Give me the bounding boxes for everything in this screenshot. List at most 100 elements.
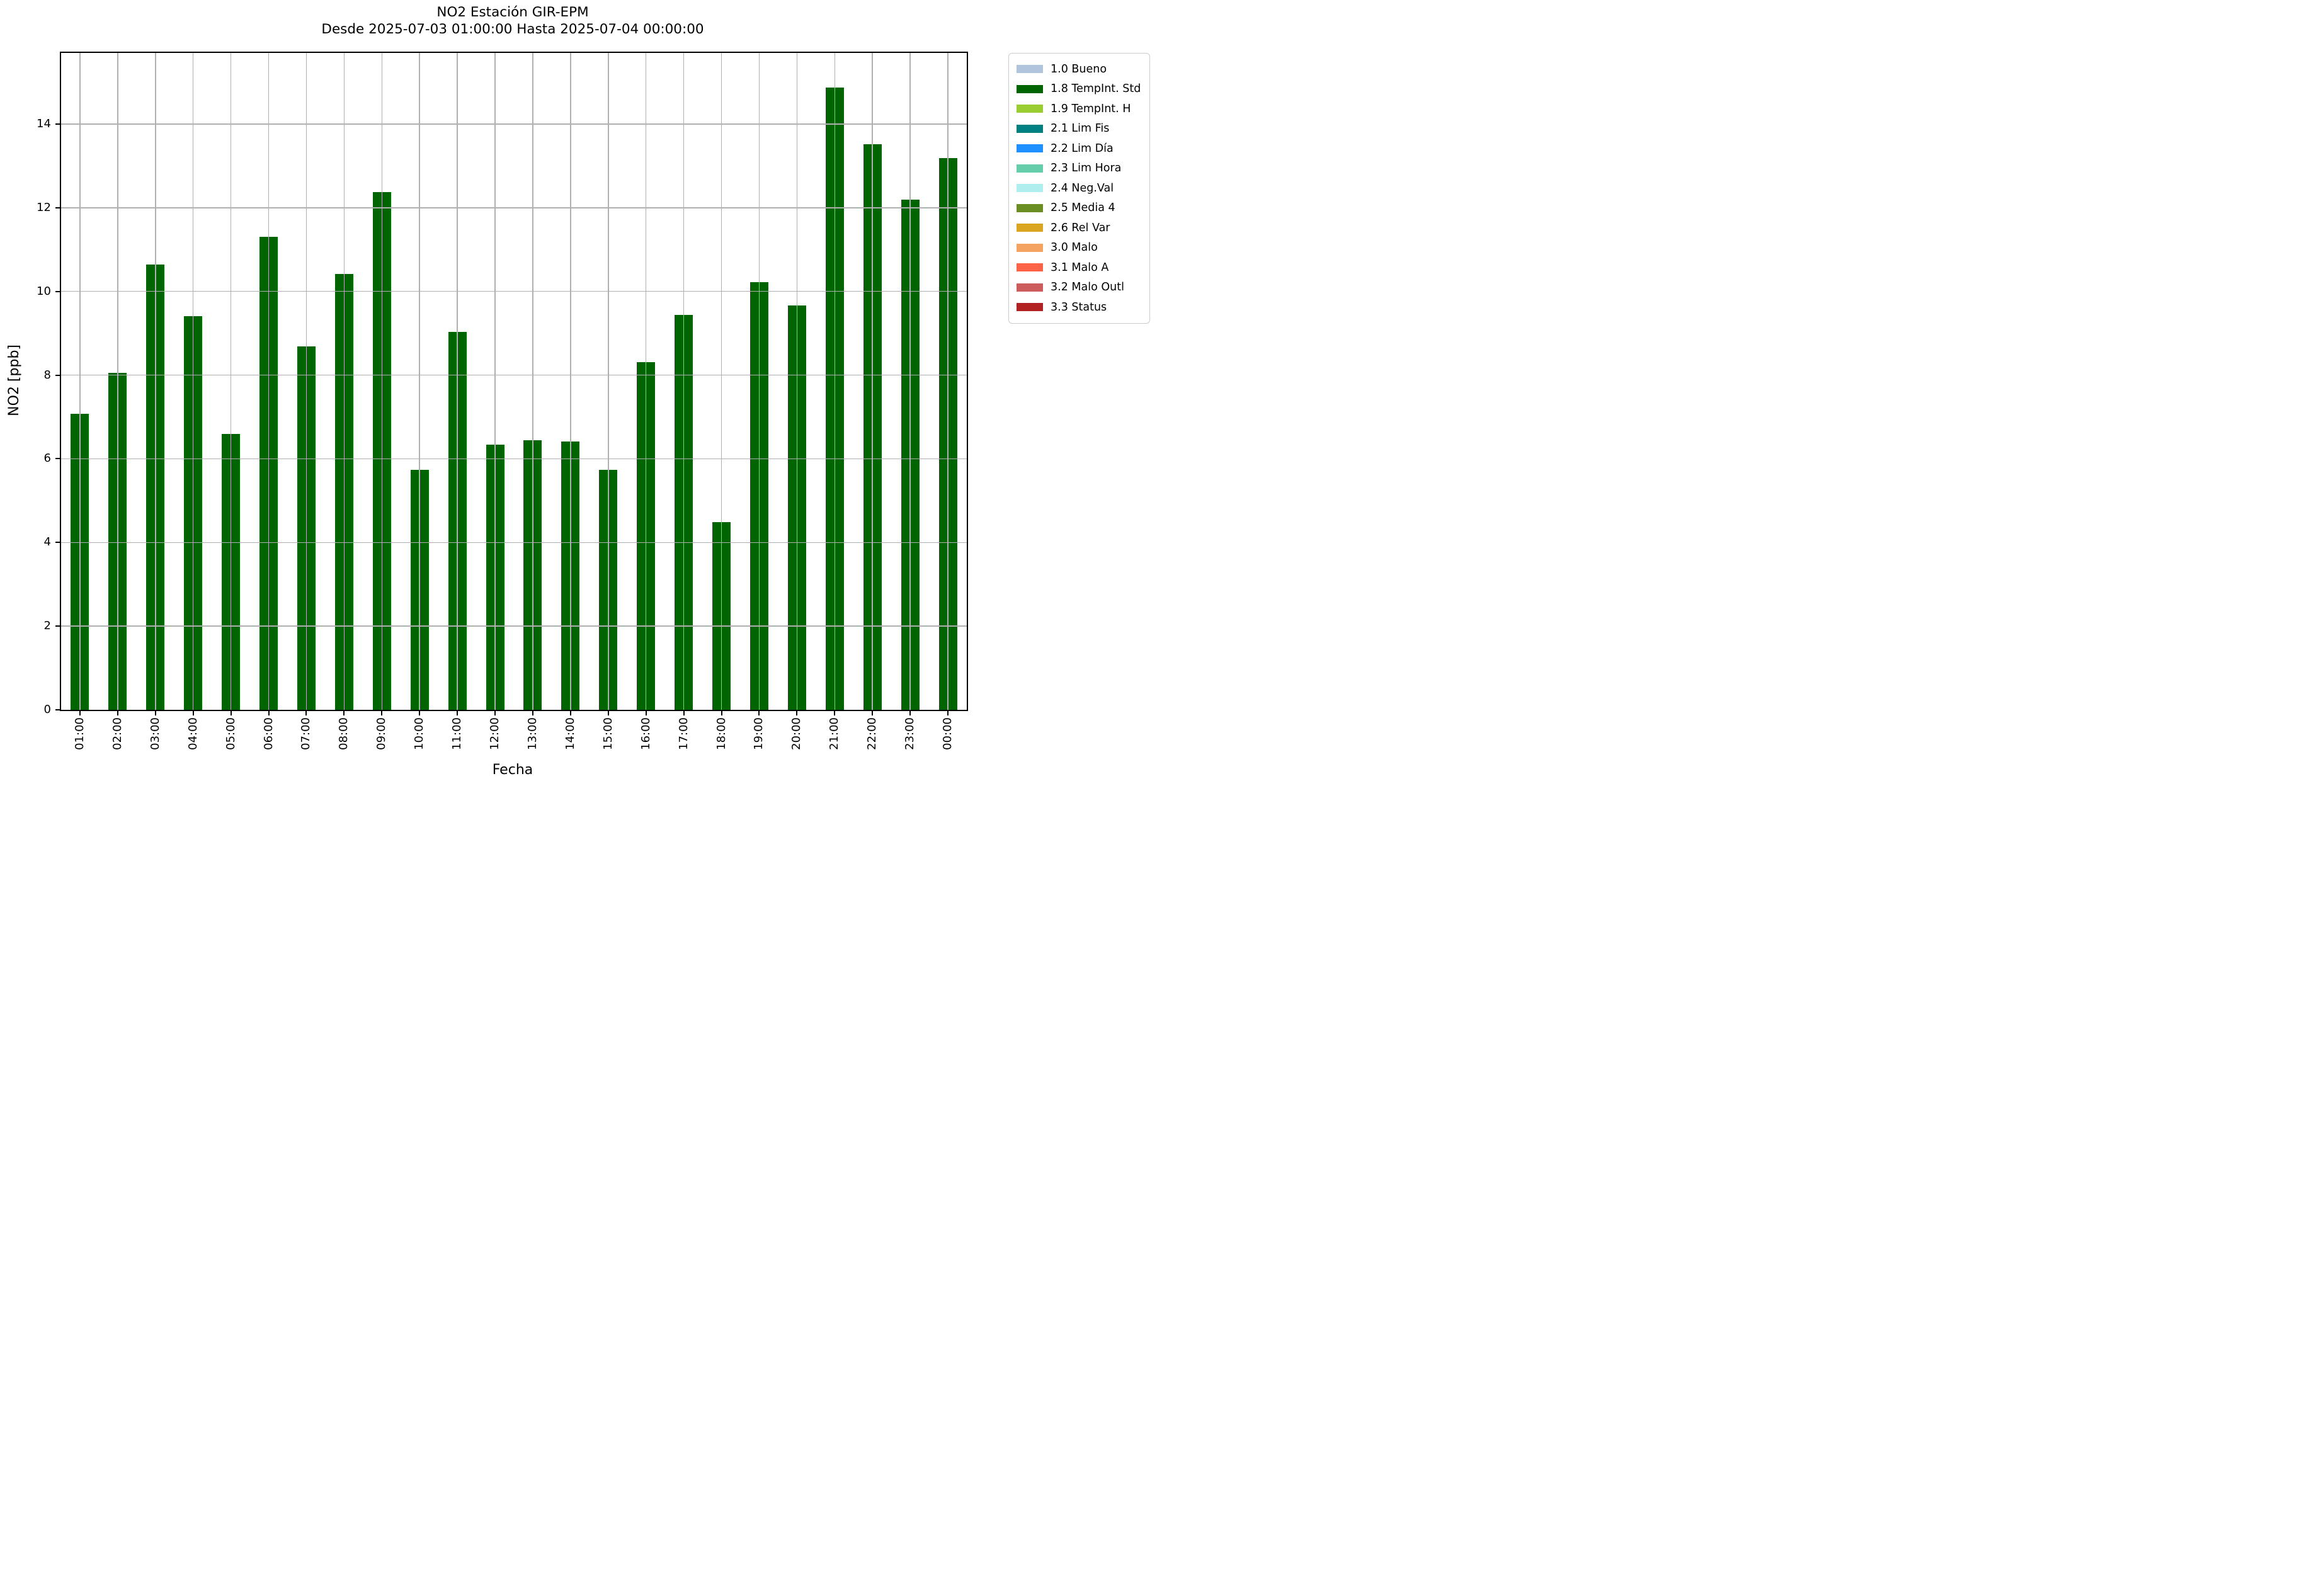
legend-item: 3.0 Malo xyxy=(1017,238,1141,258)
chart-title-line1: NO2 Estación GIR-EPM xyxy=(436,4,589,20)
x-tick-label-10:00: 10:00 xyxy=(413,717,426,750)
x-tick-mark xyxy=(569,711,571,715)
y-tick-label: 8 xyxy=(43,368,51,382)
x-tick-label-19:00: 19:00 xyxy=(752,717,766,750)
x-axis-label: Fecha xyxy=(492,762,533,778)
x-gridline xyxy=(532,53,533,710)
legend-label: 3.3 Status xyxy=(1051,300,1107,314)
x-tick-label-20:00: 20:00 xyxy=(790,717,804,750)
x-tick-mark xyxy=(532,711,533,715)
x-tick-mark xyxy=(117,711,118,715)
x-tick-label-05:00: 05:00 xyxy=(224,717,237,750)
legend-item: 2.2 Lim Día xyxy=(1017,139,1141,159)
legend-swatch xyxy=(1017,124,1043,133)
x-tick-mark xyxy=(872,711,874,715)
legend-swatch xyxy=(1017,144,1043,153)
x-tick-mark xyxy=(909,711,911,715)
x-tick-mark xyxy=(343,711,345,715)
y-tick-mark xyxy=(55,542,60,544)
legend-label: 1.0 Bueno xyxy=(1051,62,1107,76)
x-tick-mark xyxy=(305,711,307,715)
legend-item: 2.6 Rel Var xyxy=(1017,218,1141,238)
x-gridline xyxy=(155,53,156,710)
x-tick-label-13:00: 13:00 xyxy=(525,717,539,750)
legend-swatch xyxy=(1017,184,1043,193)
x-tick-mark xyxy=(796,711,798,715)
legend-label: 2.4 Neg.Val xyxy=(1051,181,1114,195)
legend-item: 1.8 TempInt. Std xyxy=(1017,79,1141,100)
figure: NO2 Estación GIR-EPM Desde 2025-07-03 01… xyxy=(0,0,1160,798)
y-gridline xyxy=(61,290,967,292)
x-gridline xyxy=(117,53,118,710)
legend-label: 2.6 Rel Var xyxy=(1051,221,1110,234)
x-gridline xyxy=(343,53,345,710)
legend-label: 1.9 TempInt. H xyxy=(1051,102,1131,115)
x-tick-label-03:00: 03:00 xyxy=(148,717,162,750)
x-gridline xyxy=(758,53,760,710)
x-gridline xyxy=(457,53,458,710)
legend: 1.0 Bueno 1.8 TempInt. Std 1.9 TempInt. H 2… xyxy=(1008,53,1151,324)
y-tick-label: 0 xyxy=(43,703,51,716)
legend-label: 2.3 Lim Hora xyxy=(1051,162,1122,175)
legend-label: 2.2 Lim Día xyxy=(1051,142,1114,155)
y-gridline xyxy=(61,542,967,544)
plot-area: 0 2 4 6 8 10 12 14 01:00 02:00 03:00 04:00 05:00 06:0… xyxy=(37,52,968,750)
y-gridline xyxy=(61,207,967,208)
x-tick-mark xyxy=(721,711,722,715)
x-tick-mark xyxy=(683,711,685,715)
y-tick-label: 14 xyxy=(37,117,51,130)
y-tick-label: 12 xyxy=(37,200,51,214)
x-tick-label-14:00: 14:00 xyxy=(563,717,577,750)
x-tick-label-07:00: 07:00 xyxy=(299,717,313,750)
x-tick-label-12:00: 12:00 xyxy=(488,717,502,750)
x-tick-label-23:00: 23:00 xyxy=(903,717,917,750)
x-tick-label-02:00: 02:00 xyxy=(110,717,124,750)
legend-swatch xyxy=(1017,283,1043,292)
y-tick-label: 2 xyxy=(43,619,51,633)
y-gridline xyxy=(61,374,967,376)
legend-item: 3.2 Malo Outl xyxy=(1017,278,1141,298)
x-gridline xyxy=(645,53,647,710)
x-tick-label-11:00: 11:00 xyxy=(450,717,464,750)
x-tick-mark xyxy=(154,711,156,715)
y-tick-label: 4 xyxy=(43,535,51,549)
legend-item: 1.0 Bueno xyxy=(1017,59,1141,79)
x-tick-label-01:00: 01:00 xyxy=(72,717,86,750)
x-gridline xyxy=(79,53,81,710)
chart-title-line2: Desde 2025-07-03 01:00:00 Hasta 2025-07-… xyxy=(321,21,704,37)
legend-label: 2.1 Lim Fis xyxy=(1051,122,1110,135)
y-tick-label: 10 xyxy=(37,284,51,298)
y-tick-mark xyxy=(55,123,60,125)
legend-item: 2.3 Lim Hora xyxy=(1017,159,1141,179)
x-gridline xyxy=(909,53,911,710)
legend-swatch xyxy=(1017,224,1043,232)
y-tick-mark xyxy=(55,458,60,460)
legend-item: 2.5 Media 4 xyxy=(1017,198,1141,219)
legend-label: 1.8 TempInt. Std xyxy=(1051,83,1141,96)
x-tick-label-18:00: 18:00 xyxy=(714,717,728,750)
y-tick-mark xyxy=(55,625,60,627)
x-tick-mark xyxy=(192,711,194,715)
x-tick-label-04:00: 04:00 xyxy=(186,717,200,750)
x-tick-mark xyxy=(758,711,760,715)
x-tick-mark xyxy=(457,711,459,715)
x-gridline xyxy=(872,53,873,710)
x-gridline xyxy=(834,53,836,710)
y-gridline xyxy=(61,123,967,125)
legend-item: 2.4 Neg.Val xyxy=(1017,178,1141,198)
legend-label: 3.2 Malo Outl xyxy=(1051,281,1124,294)
y-gridline xyxy=(61,458,967,460)
x-gridline xyxy=(192,53,194,710)
x-gridline xyxy=(796,53,798,710)
x-tick-label-16:00: 16:00 xyxy=(639,717,652,750)
legend-item: 2.1 Lim Fis xyxy=(1017,119,1141,139)
x-gridline xyxy=(494,53,496,710)
x-tick-mark xyxy=(419,711,421,715)
legend-label: 3.0 Malo xyxy=(1051,241,1098,254)
x-tick-mark xyxy=(268,711,270,715)
legend-swatch xyxy=(1017,243,1043,252)
y-tick-mark xyxy=(55,290,60,292)
legend-swatch xyxy=(1017,164,1043,173)
y-tick-mark xyxy=(55,374,60,376)
legend-item: 3.1 Malo A xyxy=(1017,258,1141,278)
